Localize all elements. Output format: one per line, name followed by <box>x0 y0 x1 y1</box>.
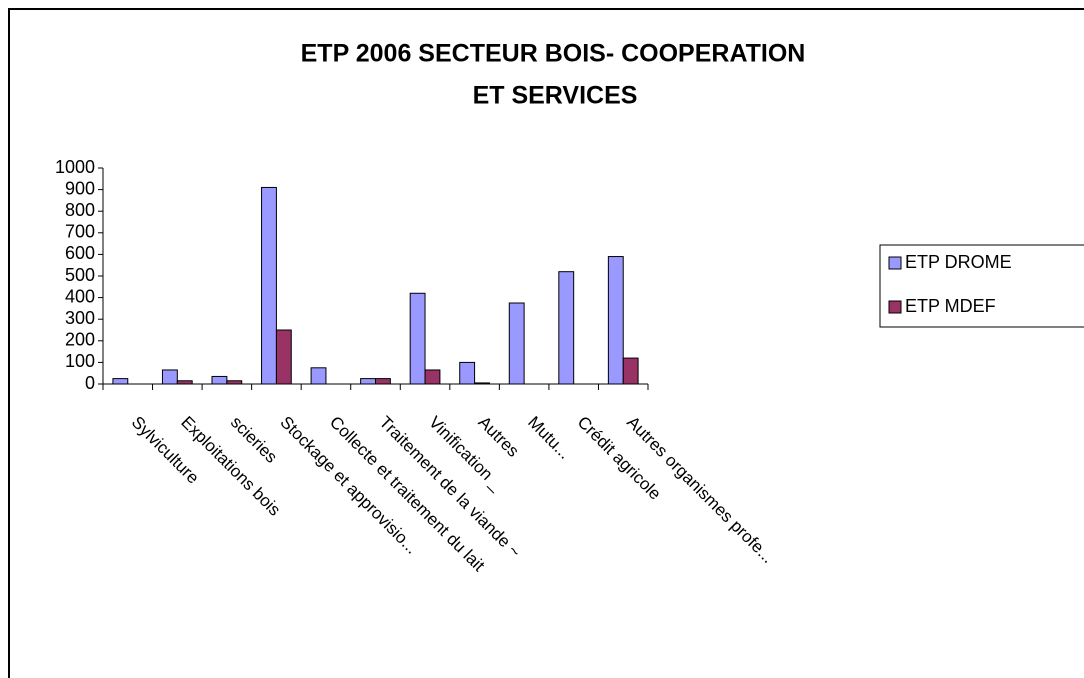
bar <box>409 292 426 385</box>
bar <box>275 329 292 385</box>
bar <box>459 361 476 385</box>
bar <box>558 271 575 385</box>
legend-box <box>879 244 1084 328</box>
bar <box>474 382 490 385</box>
legend-label: ETP MDEF <box>905 296 996 316</box>
legend-swatch <box>888 256 902 270</box>
bar <box>226 380 243 385</box>
bar <box>176 380 193 385</box>
y-tick-label: 0 <box>85 373 95 393</box>
y-tick-label: 100 <box>65 351 95 371</box>
bar <box>261 186 277 385</box>
bar <box>622 357 639 385</box>
bar <box>211 375 228 385</box>
bar <box>508 302 525 385</box>
bar <box>424 369 441 385</box>
y-tick-label: 300 <box>65 308 95 328</box>
y-tick-label: 600 <box>65 243 95 263</box>
legend-swatch <box>888 300 902 314</box>
bar <box>310 367 327 385</box>
y-tick-label: 700 <box>65 222 95 242</box>
bar <box>375 378 391 385</box>
chart-border <box>8 8 1084 678</box>
bar <box>161 369 178 385</box>
y-tick-label: 400 <box>65 286 95 306</box>
bar <box>360 378 376 385</box>
y-tick-label: 200 <box>65 330 95 350</box>
y-tick-label: 500 <box>65 265 95 285</box>
chart-subtitle: ET SERVICES <box>473 82 638 110</box>
bar <box>607 256 624 385</box>
legend-label: ETP DROME <box>905 252 1012 272</box>
bar <box>112 378 129 385</box>
y-tick-label: 900 <box>65 178 95 198</box>
chart-title: ETP 2006 SECTEUR BOIS- COOPERATION <box>301 40 806 68</box>
y-tick-label: 800 <box>65 200 95 220</box>
y-tick-label: 1000 <box>55 157 95 177</box>
